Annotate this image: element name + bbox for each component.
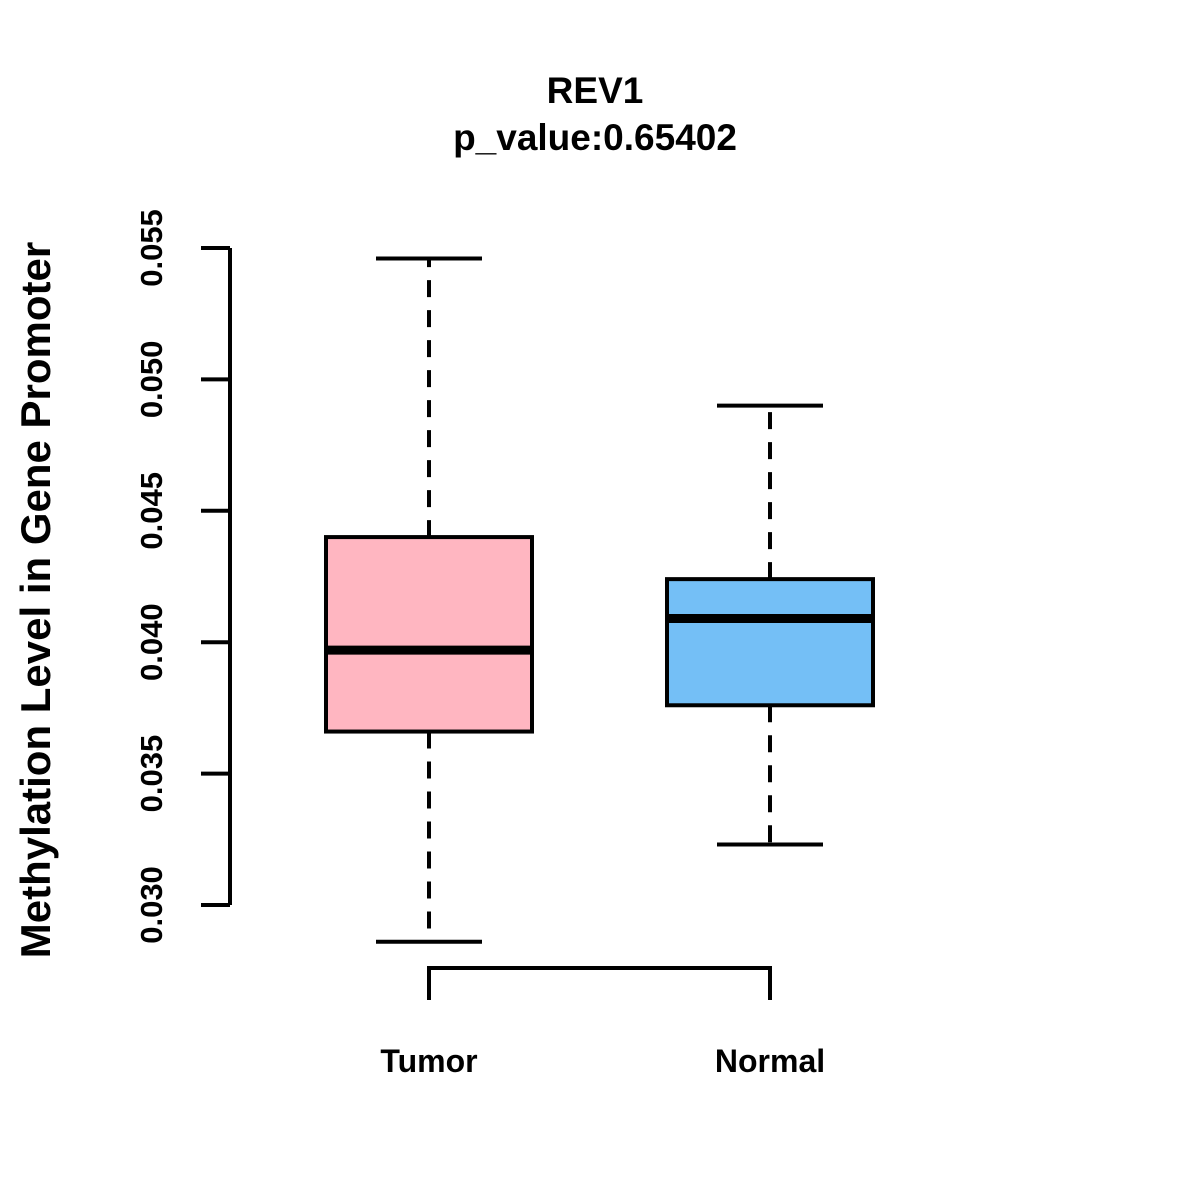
iqr-box-tumor xyxy=(324,535,534,734)
y-tick-label: 0.045 xyxy=(134,472,169,550)
y-tick-label: 0.035 xyxy=(134,735,169,813)
chart-subtitle-pvalue: p_value:0.65402 xyxy=(453,117,737,158)
x-axis-line xyxy=(427,966,772,1000)
y-tick-label: 0.055 xyxy=(134,209,169,287)
x-category-label-normal: Normal xyxy=(715,1043,825,1079)
iqr-box-normal xyxy=(665,577,875,708)
chart-title: REV1 xyxy=(546,70,644,111)
y-tick-label: 0.030 xyxy=(134,866,169,944)
y-tick-label: 0.040 xyxy=(134,603,169,681)
y-tick-label: 0.050 xyxy=(134,341,169,419)
x-category-label-tumor: Tumor xyxy=(380,1043,477,1079)
